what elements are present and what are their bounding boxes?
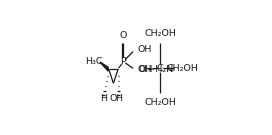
- Text: CH₂OH: CH₂OH: [144, 29, 176, 38]
- Text: O: O: [120, 31, 127, 40]
- Text: P: P: [120, 57, 126, 66]
- Text: CH₂OH: CH₂OH: [166, 64, 198, 73]
- Polygon shape: [100, 62, 108, 71]
- Text: H: H: [100, 94, 107, 103]
- Text: OH·H₂N: OH·H₂N: [138, 65, 174, 74]
- Text: OH: OH: [138, 45, 152, 54]
- Text: C: C: [157, 64, 163, 73]
- Text: O: O: [110, 94, 117, 103]
- Text: H₃C: H₃C: [85, 57, 103, 66]
- Text: H: H: [115, 94, 122, 103]
- Text: CH₂OH: CH₂OH: [144, 98, 176, 107]
- Text: OH: OH: [138, 65, 152, 74]
